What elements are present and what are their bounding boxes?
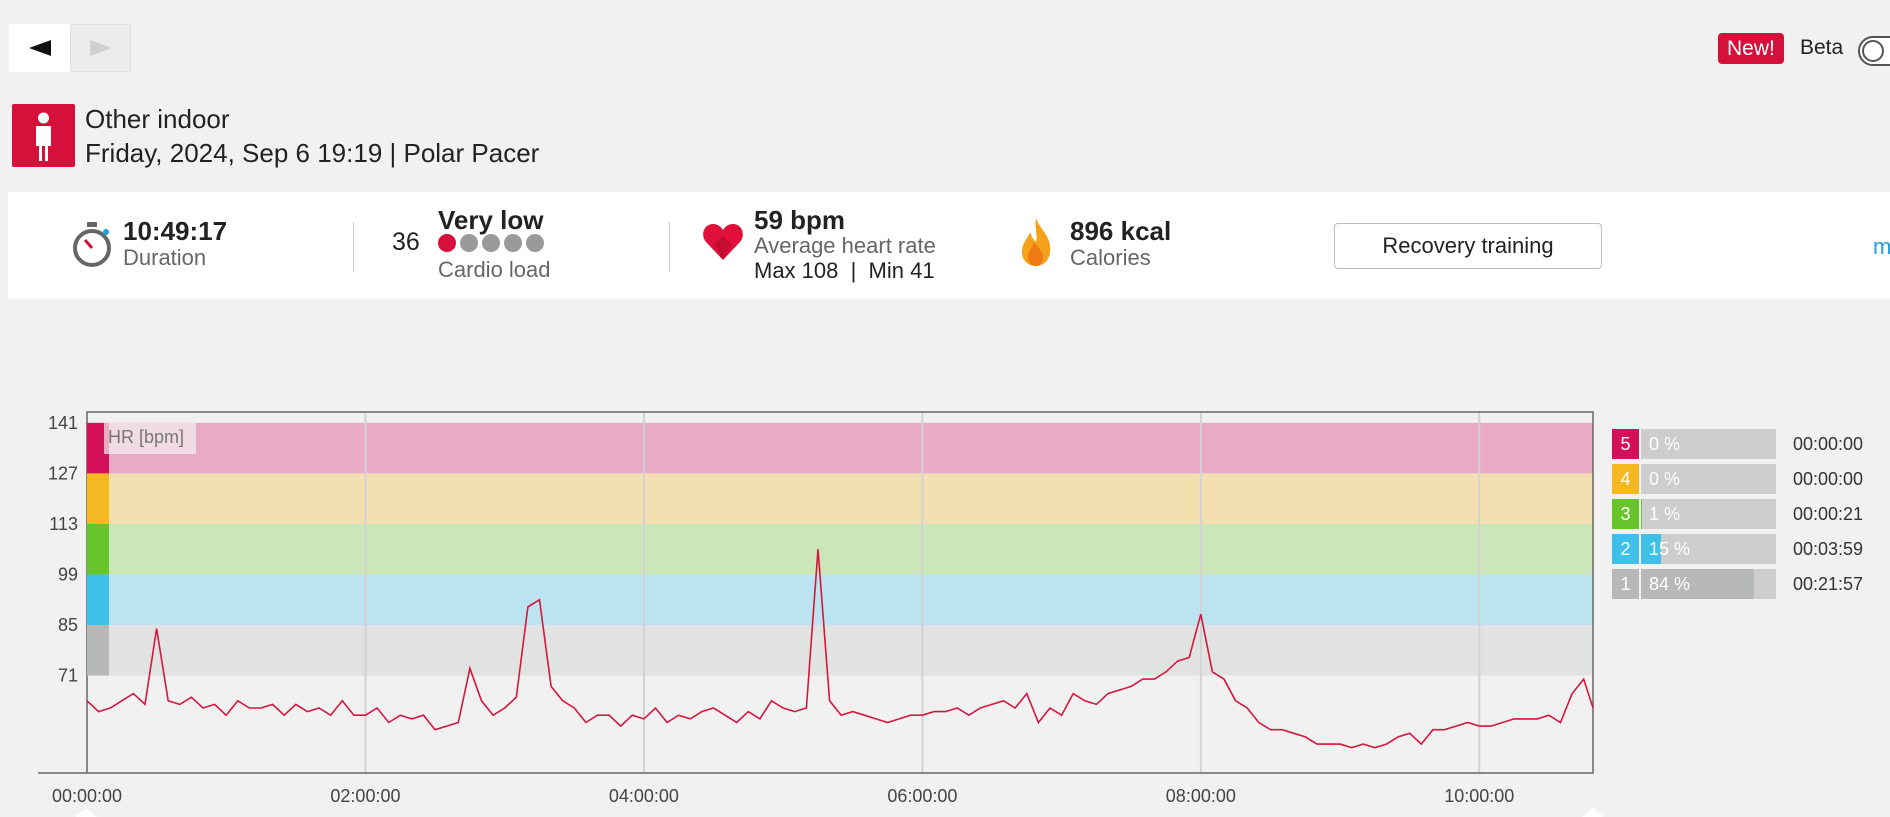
zone-band-2 xyxy=(87,574,1593,625)
zone-row-3: 3 1 % xyxy=(1612,499,1776,529)
zone-row-2: 2 15 % xyxy=(1612,534,1776,564)
zone-time: 00:21:57 xyxy=(1793,574,1864,594)
cardio-load-label: Cardio load xyxy=(438,257,551,282)
sport-name: Other indoor xyxy=(85,104,230,134)
zone-share-fill xyxy=(1641,534,1662,564)
triangle-left-icon xyxy=(28,40,51,56)
zone-band-3 xyxy=(87,523,1593,575)
avg-hr-value: 59 bpm xyxy=(754,205,846,235)
summary-panel: 10:49:17 Duration 36 Very low Cardio loa… xyxy=(8,192,1890,299)
cardio-load-dot xyxy=(526,234,544,252)
zone-band-4 xyxy=(87,473,1593,524)
hr-series-line xyxy=(86,549,1594,749)
zone-share-fill xyxy=(1641,569,1755,599)
stopwatch-icon xyxy=(73,222,111,267)
y-tick-label: 99 xyxy=(58,564,78,584)
x-tick-label: 04:00:00 xyxy=(609,786,679,806)
person-standing-icon xyxy=(12,104,75,167)
x-tick-label: 08:00:00 xyxy=(1166,786,1236,806)
cardio-load-value: 36 xyxy=(392,228,420,256)
zone-share-fill xyxy=(1641,499,1643,529)
y-axis-label: HR [bpm] xyxy=(108,427,184,447)
zone-row-4: 4 0 % xyxy=(1612,464,1776,494)
zone-swatch-5 xyxy=(87,422,109,474)
zone-share-bar: 0 % xyxy=(1641,429,1776,459)
cardio-load-dot xyxy=(504,234,522,252)
zone-band-1 xyxy=(87,624,1593,676)
flame-icon xyxy=(1021,218,1051,266)
zone-share-bar: 1 % xyxy=(1641,499,1776,529)
more-link[interactable]: mo xyxy=(1873,234,1890,259)
forward-button[interactable] xyxy=(70,24,131,72)
new-badge: New! xyxy=(1718,33,1784,64)
x-tick-label: 02:00:00 xyxy=(330,786,400,806)
zone-number: 3 xyxy=(1612,499,1639,529)
zone-percent: 1 % xyxy=(1649,504,1681,524)
cardio-load-level: Very low xyxy=(438,205,544,235)
cardio-load-dot xyxy=(438,234,456,252)
y-tick-label: 113 xyxy=(49,514,78,534)
beta-toggle[interactable] xyxy=(1858,36,1890,66)
zone-time: 00:00:00 xyxy=(1793,434,1864,454)
triangle-right-icon xyxy=(89,40,112,56)
recovery-training-button[interactable]: Recovery training xyxy=(1334,223,1602,269)
zone-row-5: 5 0 % xyxy=(1612,429,1776,459)
zone-band-5 xyxy=(87,422,1593,474)
duration-label: Duration xyxy=(123,245,207,270)
duration-value: 10:49:17 xyxy=(123,216,228,246)
cardio-load-dot xyxy=(482,234,500,252)
cardio-load-dots xyxy=(438,234,548,257)
zone-swatch-3 xyxy=(87,523,109,575)
x-tick-label: 06:00:00 xyxy=(887,786,957,806)
toggle-knob xyxy=(1862,40,1884,62)
calories-label: Calories xyxy=(1070,245,1151,270)
zone-time: 00:00:21 xyxy=(1793,504,1864,524)
zone-time: 00:00:00 xyxy=(1793,469,1864,489)
heart-icon xyxy=(703,224,743,260)
y-tick-label: 85 xyxy=(58,615,78,635)
session-date-device: Friday, 2024, Sep 6 19:19 | Polar Pacer xyxy=(85,138,540,168)
zone-share-bar: 84 % xyxy=(1641,569,1776,599)
calories-value: 896 kcal xyxy=(1070,216,1172,246)
hr-chart[interactable]: HR [bpm] 141 127 113 99 85 71 00:00:00 02:00:0… xyxy=(0,400,1890,817)
zone-share-bar: 0 % xyxy=(1641,464,1776,494)
cardio-load-dot xyxy=(460,234,478,252)
zone-number: 2 xyxy=(1612,534,1639,564)
zone-swatch-4 xyxy=(87,473,109,524)
zone-percent: 0 % xyxy=(1649,469,1681,489)
zone-percent: 0 % xyxy=(1649,434,1681,454)
zone-share-bar: 15 % xyxy=(1641,534,1776,564)
zone-percent: 84 % xyxy=(1649,574,1691,594)
hr-max-min: Max 108 | Min 41 xyxy=(754,258,935,283)
zone-row-1: 1 84 % xyxy=(1612,569,1776,599)
divider xyxy=(669,222,670,272)
avg-hr-label: Average heart rate xyxy=(754,233,936,258)
zone-percent: 15 % xyxy=(1649,539,1691,559)
zone-number: 1 xyxy=(1612,569,1639,599)
divider xyxy=(353,222,354,272)
beta-label: Beta xyxy=(1800,36,1844,59)
y-tick-label: 127 xyxy=(48,463,78,483)
back-button[interactable] xyxy=(9,24,70,72)
x-tick-label: 00:00:00 xyxy=(52,786,122,806)
zone-number: 5 xyxy=(1612,429,1639,459)
x-tick-label: 10:00:00 xyxy=(1444,786,1514,806)
zone-swatch-2 xyxy=(87,574,109,625)
zone-time: 00:03:59 xyxy=(1793,539,1864,559)
y-tick-label: 71 xyxy=(58,666,78,686)
zone-swatch-1 xyxy=(87,624,109,676)
zone-number: 4 xyxy=(1612,464,1639,494)
y-tick-label: 141 xyxy=(48,413,78,433)
